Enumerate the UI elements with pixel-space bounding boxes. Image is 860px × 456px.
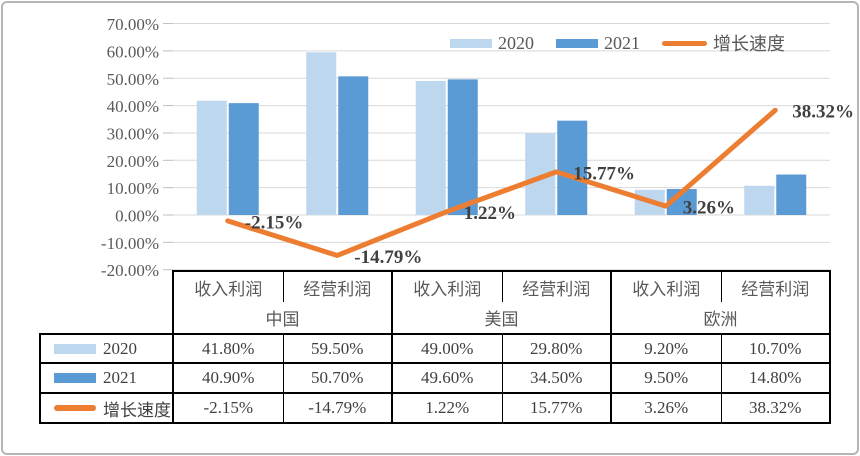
- y-axis-label: 10.00%: [107, 179, 159, 198]
- y-axis-label: 0.00%: [115, 207, 159, 226]
- table-cell: 41.80%: [172, 333, 284, 364]
- legend-item-2020: 2020: [450, 33, 534, 54]
- legend-label-2021: 2021: [604, 32, 640, 53]
- bar-2021-5: [776, 174, 807, 215]
- row-label-text: 2020: [103, 338, 137, 358]
- point-labels: -2.15% -14.79% 1.22% 15.77% 3.26% 38.32%: [245, 102, 854, 268]
- table-cell: 40.90%: [172, 362, 284, 394]
- y-axis-label: -10.00%: [101, 234, 159, 253]
- point-label: 1.22%: [464, 203, 516, 224]
- table-cell: 3.26%: [610, 392, 722, 424]
- legend-swatch-2021: [556, 38, 598, 48]
- row-label-2020: 2020: [39, 333, 174, 364]
- row-line-icon: [54, 405, 96, 411]
- table-cell: 1.22%: [391, 392, 503, 424]
- table-cell: 34.50%: [501, 362, 612, 394]
- group-header-china: 中国: [172, 302, 393, 335]
- table-corner-blank: [40, 271, 173, 334]
- point-label: -2.15%: [245, 212, 304, 233]
- table-cell: -2.15%: [172, 392, 284, 424]
- table-row-2021: 2021 40.90% 50.70% 49.60% 34.50% 9.50% 1…: [39, 362, 831, 394]
- legend-label-2020: 2020: [498, 32, 534, 53]
- y-axis-label: -20.00%: [101, 261, 159, 280]
- table-cell: 49.60%: [391, 362, 503, 394]
- bar-2020-0: [196, 100, 227, 215]
- y-axis-label: 30.00%: [107, 124, 159, 143]
- row-swatch-2020: [54, 343, 96, 354]
- table-cell: 50.70%: [282, 362, 393, 394]
- col-header: 收入利润: [172, 270, 284, 302]
- data-table: 收入利润 经营利润 收入利润 经营利润 收入利润 经营利润 中国 美国 欧洲 2…: [39, 270, 831, 424]
- table-group-row: 中国 美国 欧洲: [40, 302, 831, 335]
- chart-legend: 2020 2021 增长速度: [450, 30, 785, 56]
- bar-2021-2: [447, 79, 478, 216]
- bar-2020-5: [744, 185, 775, 215]
- col-header: 收入利润: [610, 270, 722, 302]
- axis-ticks: [163, 23, 173, 271]
- group-header-usa: 美国: [391, 302, 612, 335]
- row-swatch-2021: [54, 373, 96, 383]
- bar-2021-0: [228, 103, 259, 215]
- table-cell: -14.79%: [282, 392, 393, 424]
- table-subheader-row: 收入利润 经营利润 收入利润 经营利润 收入利润 经营利润: [40, 270, 831, 302]
- point-label: 15.77%: [573, 163, 635, 184]
- table-cell: 15.77%: [501, 392, 612, 424]
- table-cell: 9.50%: [610, 362, 722, 394]
- y-axis-label: 40.00%: [107, 97, 159, 116]
- bars-2021: [228, 76, 807, 216]
- col-header: 经营利润: [720, 270, 831, 302]
- legend-item-growth: 增长速度: [662, 30, 785, 56]
- group-header-europe: 欧洲: [610, 302, 831, 335]
- table-cell: 29.80%: [501, 333, 612, 364]
- table-row-growth: 增长速度 -2.15% -14.79% 1.22% 15.77% 3.26% 3…: [39, 392, 831, 424]
- row-label-text: 增长速度: [103, 400, 171, 420]
- bar-2020-2: [415, 80, 446, 215]
- point-label: 3.26%: [683, 198, 735, 219]
- legend-swatch-2020: [450, 38, 492, 48]
- bar-2021-1: [338, 76, 369, 215]
- point-label: 38.32%: [792, 102, 854, 123]
- growth-line: [225, 107, 778, 258]
- point-label: -14.79%: [354, 247, 422, 268]
- y-axis-label: 70.00%: [107, 15, 159, 34]
- y-axis-label: 50.00%: [107, 70, 159, 89]
- plot-area: 70.00% 60.00% 50.00% 40.00% 30.00% 20.00% 10.0…: [101, 15, 854, 280]
- col-header: 收入利润: [391, 270, 503, 302]
- gridlines: [173, 23, 830, 271]
- row-label-text: 2021: [103, 368, 137, 387]
- table-cell: 10.70%: [720, 333, 831, 364]
- legend-line-icon: [662, 40, 707, 46]
- y-axis-label: 20.00%: [107, 152, 159, 171]
- y-axis-labels: 70.00% 60.00% 50.00% 40.00% 30.00% 20.00% 10.0…: [101, 15, 159, 280]
- table-row-2020: 2020 41.80% 59.50% 49.00% 29.80% 9.20% 1…: [39, 333, 831, 364]
- legend-item-2021: 2021: [556, 33, 640, 54]
- row-label-2021: 2021: [39, 362, 174, 394]
- legend-label-growth: 增长速度: [713, 34, 785, 54]
- bar-2021-3: [557, 120, 588, 215]
- row-label-growth: 增长速度: [39, 392, 174, 424]
- y-axis-label: 60.00%: [107, 42, 159, 61]
- table-cell: 14.80%: [720, 362, 831, 394]
- col-header: 经营利润: [501, 270, 612, 302]
- table-cell: 9.20%: [610, 333, 722, 364]
- col-header: 经营利润: [282, 270, 393, 302]
- bar-2020-1: [306, 52, 337, 215]
- table-cell: 59.50%: [282, 333, 393, 364]
- table-cell: 49.00%: [391, 333, 503, 364]
- table-cell: 38.32%: [720, 392, 831, 424]
